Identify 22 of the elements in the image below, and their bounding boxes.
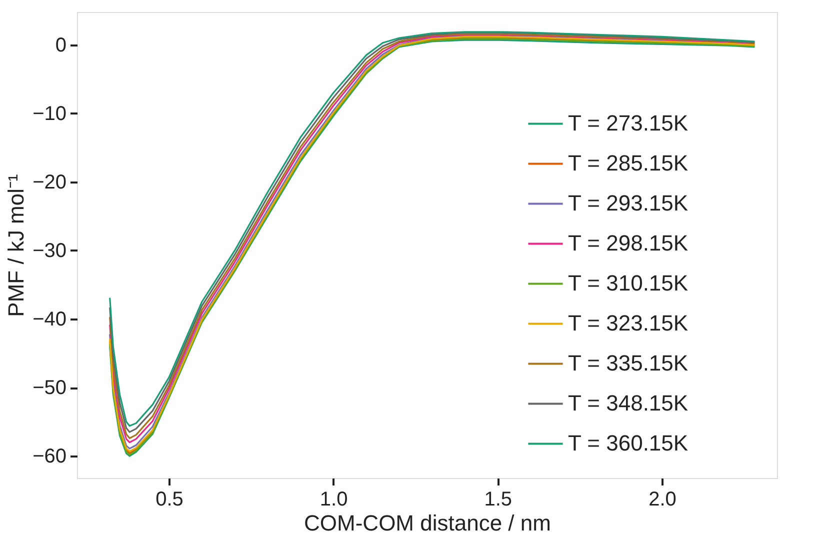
x-tick-label: 0.5	[156, 488, 184, 510]
legend-label: T = 310.15K	[568, 270, 688, 296]
x-axis-title: COM-COM distance / nm	[304, 510, 551, 536]
y-tick-label: −20	[32, 171, 66, 194]
y-tick-label: −10	[32, 102, 66, 125]
legend-label: T = 273.15K	[568, 110, 688, 136]
x-tick-label: 1.0	[320, 488, 348, 510]
legend-label: T = 360.15K	[568, 430, 688, 456]
x-tick-label: 1.5	[484, 488, 512, 510]
legend-label: T = 323.15K	[568, 310, 688, 336]
y-tick-label: −60	[32, 446, 66, 468]
legend-label: T = 335.15K	[568, 350, 688, 376]
legend-label: T = 285.15K	[568, 150, 688, 176]
y-tick-label: −40	[32, 308, 66, 331]
y-tick-label: −50	[32, 377, 66, 400]
legend-label: T = 293.15K	[568, 190, 688, 216]
legend-label: T = 348.15K	[568, 390, 688, 416]
legend-label: T = 298.15K	[568, 230, 688, 256]
y-tick-label: −30	[32, 240, 66, 262]
y-tick-label: 0	[55, 34, 66, 56]
x-tick-label: 2.0	[648, 488, 676, 510]
y-axis-title: PMF / kJ mol⁻¹	[4, 174, 29, 317]
